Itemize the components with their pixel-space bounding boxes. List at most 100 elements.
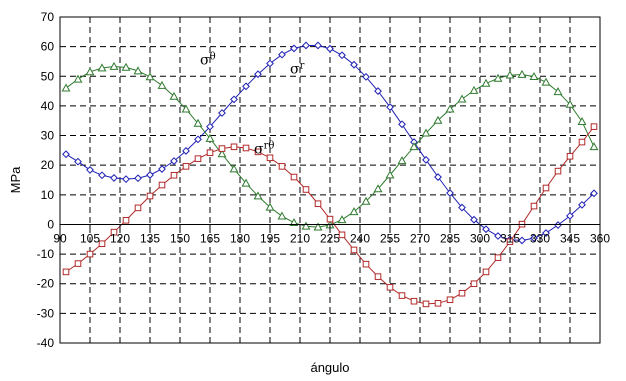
series-1	[62, 41, 598, 245]
data-point	[578, 200, 586, 209]
series-annotation: σθ	[200, 51, 216, 68]
data-point	[254, 148, 262, 156]
data-point	[62, 268, 70, 276]
x-tick-labels: 90 105 120 135 150 165 180 195 210 225 240 255 270 28…	[53, 224, 610, 245]
data-point	[98, 240, 106, 248]
data-point	[314, 41, 322, 50]
data-point	[121, 62, 131, 71]
y-tick-label: 70	[41, 10, 55, 24]
data-point	[74, 260, 82, 267]
y-tick-label: 60	[41, 40, 55, 54]
data-point	[277, 211, 287, 220]
x-tick-label: 150	[170, 231, 190, 245]
data-point	[338, 231, 346, 239]
data-point	[86, 250, 94, 258]
data-point	[122, 175, 130, 184]
x-tick-label: 90	[53, 231, 67, 245]
y-tick-label: -20	[37, 277, 55, 291]
data-point	[182, 147, 190, 155]
data-point	[362, 72, 370, 81]
data-point	[481, 78, 491, 87]
data-point	[578, 138, 586, 146]
data-point	[73, 74, 83, 83]
data-point	[218, 145, 226, 152]
data-point	[194, 135, 202, 144]
data-point	[193, 118, 203, 127]
data-point	[421, 128, 431, 137]
data-point	[290, 173, 298, 181]
data-point	[590, 189, 598, 198]
data-point	[565, 99, 575, 108]
data-point	[169, 91, 179, 100]
data-point	[242, 144, 250, 152]
data-point	[469, 85, 479, 94]
data-point	[85, 67, 95, 76]
data-point	[110, 228, 118, 236]
data-point	[434, 299, 442, 307]
data-point	[314, 200, 322, 208]
data-point	[517, 69, 527, 78]
data-point	[506, 238, 514, 245]
data-point	[397, 156, 407, 165]
data-point	[505, 70, 515, 79]
data-point	[470, 215, 478, 224]
data-point	[541, 77, 551, 86]
data-point	[422, 300, 430, 308]
y-tick-label: -30	[37, 306, 55, 320]
data-point	[445, 104, 455, 113]
x-tick-label: 360	[590, 231, 610, 245]
data-point	[134, 174, 142, 183]
data-point	[457, 94, 467, 103]
data-point	[398, 292, 406, 299]
data-point	[338, 51, 346, 60]
data-point	[241, 178, 251, 187]
data-point	[301, 221, 311, 230]
data-point	[218, 109, 226, 117]
y-axis-title: MPa	[8, 166, 23, 194]
data-point	[529, 71, 539, 80]
data-point	[230, 143, 238, 151]
data-point	[98, 171, 106, 180]
x-axis-title: ángulo	[310, 360, 349, 375]
y-tick-label: 10	[41, 188, 55, 202]
data-point	[385, 170, 395, 179]
x-tick-label: 180	[230, 231, 250, 245]
data-point	[566, 152, 574, 160]
data-point	[278, 50, 286, 59]
data-point	[349, 207, 359, 216]
data-point	[74, 157, 82, 166]
data-point	[542, 184, 550, 192]
y-tick-label: -10	[37, 247, 55, 261]
data-point	[458, 289, 466, 297]
data-point	[350, 60, 358, 69]
data-point	[170, 157, 178, 165]
data-point	[337, 215, 347, 224]
data-point	[265, 202, 275, 211]
data-point	[361, 196, 371, 205]
data-point	[242, 82, 250, 91]
series-annotation: σr	[290, 60, 305, 77]
data-point	[446, 296, 454, 304]
data-point	[362, 260, 370, 268]
data-point	[409, 142, 419, 151]
data-point	[433, 115, 443, 124]
data-point	[350, 246, 358, 254]
series-3	[62, 123, 598, 308]
data-point	[493, 73, 503, 82]
data-point	[146, 192, 154, 200]
x-tick-label: 135	[140, 231, 160, 245]
x-tick-label: 255	[380, 231, 400, 245]
data-point	[182, 163, 190, 170]
data-point	[109, 61, 119, 70]
data-point	[122, 217, 130, 224]
data-point	[589, 142, 599, 151]
data-point	[86, 166, 94, 174]
x-tick-label: 105	[80, 231, 100, 245]
data-point	[373, 184, 383, 193]
y-tick-labels: -40 -30 -20 -10 0 10 20 30 40 50 60 70	[37, 10, 55, 350]
data-point	[158, 181, 166, 189]
data-point	[254, 70, 262, 79]
data-point	[217, 149, 227, 158]
y-tick-label: 20	[41, 158, 55, 172]
